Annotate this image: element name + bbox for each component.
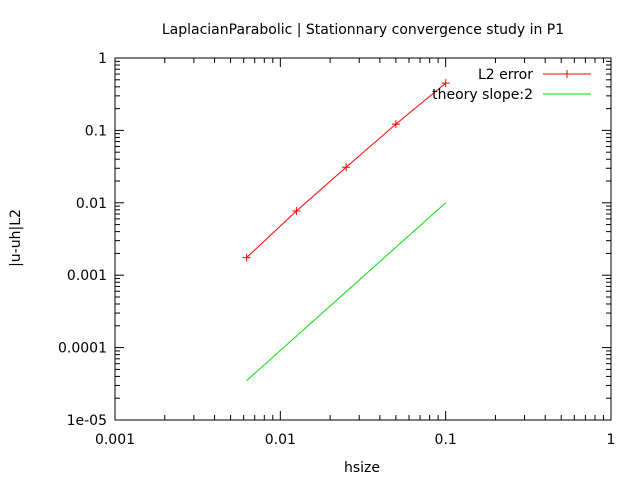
y-tick-label: 0.1 (85, 123, 107, 139)
axis-ticks: 1e-05 0.0001 0.001 0.01 0.1 1 0.001 0.01 0.1 1 (58, 51, 615, 448)
x-axis-label: hsize (344, 460, 380, 476)
data-point (391, 120, 400, 129)
y-tick-label: 1e-05 (67, 413, 107, 429)
y-tick-label: 0.0001 (58, 341, 107, 357)
data-point (292, 207, 301, 216)
chart-title: LaplacianParabolic | Stationnary converg… (162, 22, 564, 38)
x-tick-label: 0.1 (435, 432, 457, 448)
x-tick-label: 0.01 (265, 432, 296, 448)
series-line (246, 202, 447, 381)
y-tick-label: 0.001 (67, 268, 107, 284)
y-tick-label: 1 (98, 51, 107, 67)
legend-label: L2 error (478, 67, 533, 83)
y-tick-label: 0.01 (76, 196, 107, 212)
legend-label: theory slope:2 (432, 87, 533, 103)
plot-series (242, 79, 450, 381)
plot-frame (114, 57, 612, 421)
legend-marker (563, 70, 571, 78)
data-point (342, 163, 351, 172)
x-tick-label: 1 (607, 432, 616, 448)
x-tick-label: 0.001 (95, 432, 135, 448)
legend: L2 error theory slope:2 (432, 67, 591, 103)
data-point (441, 79, 450, 88)
y-axis-label: |u-uh|L2 (8, 209, 24, 267)
data-point (242, 253, 251, 262)
